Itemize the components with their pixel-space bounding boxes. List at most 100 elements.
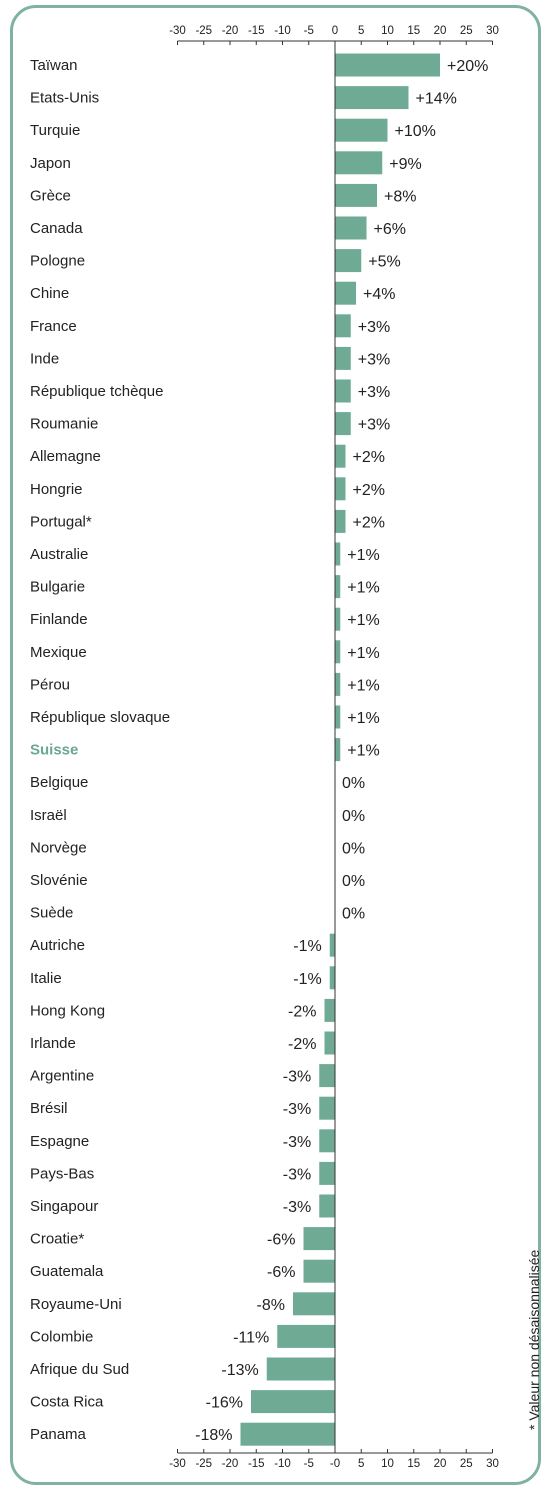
category-label: Pérou	[30, 676, 70, 693]
value-label: +9%	[389, 156, 421, 173]
category-label: République tchèque	[30, 383, 163, 400]
category-label: Grèce	[30, 187, 71, 204]
value-label: +5%	[368, 254, 400, 271]
value-label: 0%	[342, 873, 365, 890]
value-label: -1%	[293, 971, 321, 988]
category-label: Espagne	[30, 1133, 89, 1150]
bar	[335, 151, 383, 175]
category-label: Singapour	[30, 1198, 98, 1215]
bar	[335, 86, 409, 110]
category-label: Belgique	[30, 774, 88, 791]
category-label: Israël	[30, 807, 67, 824]
bar	[335, 379, 351, 403]
value-label: -8%	[257, 1297, 285, 1314]
category-label: Australie	[30, 546, 88, 563]
bar	[303, 1259, 335, 1283]
bottom-tick-label: 25	[460, 1458, 473, 1470]
category-label: Finlande	[30, 611, 88, 628]
category-label: Norvège	[30, 839, 87, 856]
value-label: -13%	[221, 1362, 258, 1379]
category-label: Inde	[30, 350, 59, 367]
top-tick-label: 25	[460, 25, 473, 37]
bottom-tick-label: 15	[407, 1458, 420, 1470]
bar	[335, 509, 346, 533]
bar	[335, 249, 362, 273]
value-label: 0%	[342, 840, 365, 857]
bottom-tick-label: 30	[486, 1458, 499, 1470]
value-label: +1%	[347, 677, 379, 694]
value-label: +1%	[347, 645, 379, 662]
top-tick-label: 30	[486, 25, 499, 37]
value-label: +1%	[347, 743, 379, 760]
value-label: -1%	[293, 938, 321, 955]
value-label: 0%	[342, 775, 365, 792]
value-label: -2%	[288, 1003, 316, 1020]
value-label: +6%	[374, 221, 406, 238]
bar	[251, 1390, 335, 1414]
top-tick-label: -15	[248, 25, 265, 37]
bottom-tick-label: -20	[222, 1458, 239, 1470]
bottom-tick-label: 5	[358, 1458, 364, 1470]
value-label: +1%	[347, 710, 379, 727]
category-label: Allemagne	[30, 448, 101, 465]
bar	[335, 281, 356, 305]
value-label: +2%	[353, 514, 385, 531]
value-label: +14%	[416, 91, 457, 108]
value-label: +2%	[353, 482, 385, 499]
bottom-tick-label: -5	[304, 1458, 314, 1470]
category-label: Roumanie	[30, 416, 98, 433]
value-label: -16%	[206, 1395, 243, 1412]
category-label: Panama	[30, 1426, 87, 1443]
value-label: -3%	[283, 1199, 311, 1216]
category-label: Portugal*	[30, 513, 92, 530]
top-tick-label: 15	[407, 25, 420, 37]
top-tick-label: -20	[222, 25, 239, 37]
bottom-tick-label: 10	[381, 1458, 394, 1470]
top-tick-label: 10	[381, 25, 394, 37]
bar	[335, 183, 377, 207]
category-label: Pologne	[30, 253, 85, 270]
category-label: Autriche	[30, 937, 85, 954]
value-label: +20%	[447, 58, 488, 75]
category-label: Colombie	[30, 1328, 93, 1345]
value-label: +1%	[347, 612, 379, 629]
bottom-tick-label: -10	[274, 1458, 291, 1470]
bar	[335, 53, 440, 77]
top-tick-label: 0	[332, 25, 338, 37]
category-label: Irlande	[30, 1035, 76, 1052]
bar	[335, 705, 341, 729]
bar	[335, 738, 341, 762]
bar	[293, 1292, 335, 1316]
category-label: Etats-Unis	[30, 90, 99, 107]
category-label: Afrique du Sud	[30, 1361, 129, 1378]
category-label: Chine	[30, 285, 69, 302]
value-label: -18%	[195, 1427, 232, 1444]
category-label: Italie	[30, 970, 62, 987]
value-label: -6%	[267, 1264, 295, 1281]
value-label: +10%	[395, 123, 436, 140]
bar	[335, 444, 346, 468]
bar	[319, 1194, 335, 1218]
value-label: +3%	[358, 319, 390, 336]
bar	[329, 966, 335, 990]
category-label: Suisse	[30, 742, 78, 759]
value-label: +3%	[358, 351, 390, 368]
bottom-tick-label: -25	[195, 1458, 212, 1470]
bar	[335, 216, 367, 240]
category-label: Hong Kong	[30, 1002, 105, 1019]
value-label: -3%	[283, 1101, 311, 1118]
bar	[335, 314, 351, 338]
value-label: +3%	[358, 417, 390, 434]
top-tick-label: -5	[304, 25, 314, 37]
value-label: -11%	[233, 1329, 269, 1346]
chart-frame	[10, 5, 541, 1485]
value-label: 0%	[342, 906, 365, 923]
bottom-tick-label: -15	[248, 1458, 265, 1470]
value-label: +3%	[358, 384, 390, 401]
value-label: +1%	[347, 580, 379, 597]
footnote: * Valeur non désaisonnalisée	[526, 1249, 542, 1430]
bar	[277, 1324, 335, 1348]
bottom-tick-label: 20	[434, 1458, 447, 1470]
top-tick-label: -25	[195, 25, 212, 37]
top-tick-label: -10	[274, 25, 291, 37]
